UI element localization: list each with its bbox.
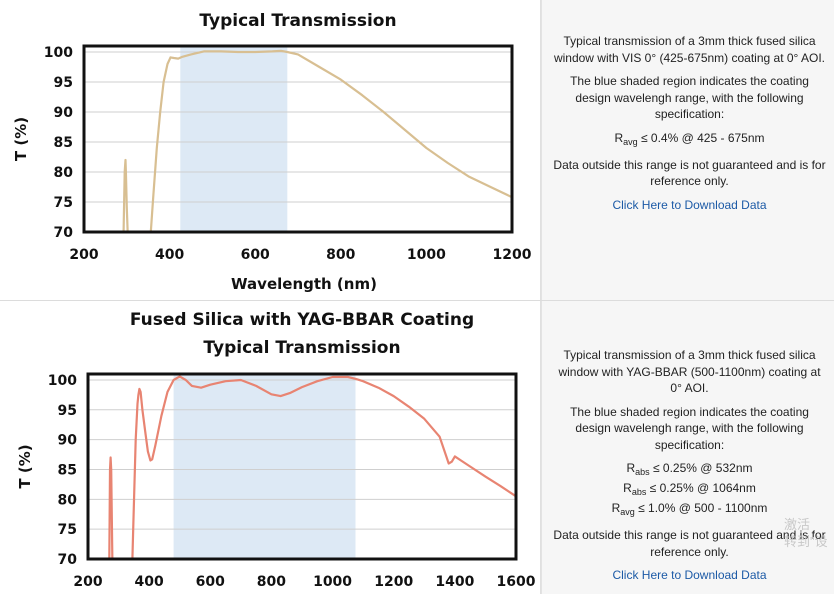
x-tick-label: 200: [73, 574, 102, 590]
y-tick-label: 80: [58, 492, 78, 508]
divider: [540, 0, 541, 300]
x-tick-label: 600: [241, 247, 270, 263]
y-tick-label: 70: [58, 552, 78, 568]
coating-range-shade: [173, 374, 356, 559]
info-panel-2: Typical transmission of a 3mm thick fuse…: [552, 347, 827, 591]
chart-vis-transmission: 70 75 80 85 90 95 100 200 400 600 800 1000 1200 Typic…: [12, 11, 532, 293]
chart-title: Fused Silica with YAG-BBAR Coating: [130, 310, 474, 330]
info-cell-1: [541, 0, 834, 300]
x-tick-label: 200: [69, 247, 98, 263]
info-panel-1: Typical transmission of a 3mm thick fuse…: [552, 33, 827, 220]
description-text: Typical transmission of a 3mm thick fuse…: [553, 34, 826, 65]
x-tick-label: 1000: [313, 574, 352, 590]
plot-frame: [86, 372, 518, 561]
x-tick-label: 1200: [493, 247, 532, 263]
reference-note: Data outside this range is not guarantee…: [553, 157, 826, 189]
y-tick-label: 90: [54, 105, 74, 121]
watermark-line: 转到"设: [784, 534, 828, 549]
x-tick-label: 800: [326, 247, 355, 263]
series-line: [108, 456, 114, 559]
y-tick-label: 100: [48, 373, 77, 389]
spec-item: Rabs ≤ 0.25% @ 532nm: [626, 461, 753, 477]
series-line: [131, 375, 516, 559]
spec-item: Ravg ≤ 0.4% @ 425 - 675nm: [614, 130, 765, 147]
info-cell-2: [541, 301, 834, 594]
y-tick-label: 100: [44, 45, 73, 61]
series-line: [149, 49, 512, 232]
y-tick-label: 95: [58, 403, 77, 419]
chart-yag-bbar-transmission: 70 75 80 85 90 95 100 200 400 600 800 1000 1200 1400 1…: [16, 310, 536, 590]
spec-list: Rabs ≤ 0.25% @ 532nm Rabs ≤ 0.25% @ 1064n…: [552, 460, 827, 520]
shaded-region-text: The blue shaded region indicates the coa…: [570, 404, 809, 452]
chart-cell-1: 70 75 80 85 90 95 100 200 400 600 800 1000 1200 Typic…: [0, 0, 540, 300]
x-tick-label: 600: [196, 574, 225, 590]
divider: [540, 301, 541, 594]
spec-list: Ravg ≤ 0.4% @ 425 - 675nm: [552, 130, 827, 150]
chart-cell-2: 70 75 80 85 90 95 100 200 400 600 800 1000 1200 1400 1…: [0, 301, 540, 594]
os-activation-watermark: 激活 转到"设: [784, 516, 834, 550]
y-tick-label: 70: [54, 225, 74, 241]
x-axis-label: Wavelength (nm): [231, 275, 377, 293]
download-data-link[interactable]: Click Here to Download Data: [612, 197, 767, 212]
y-tick-label: 80: [54, 165, 74, 181]
description-text: Typical transmission of a 3mm thick fuse…: [558, 348, 821, 395]
y-tick-label: 85: [54, 135, 73, 151]
y-tick-label: 75: [54, 195, 73, 211]
plot-frame: [82, 44, 514, 234]
x-tick-label: 1200: [374, 574, 413, 590]
x-tick-label: 1600: [497, 574, 536, 590]
x-tick-label: 1000: [407, 247, 446, 263]
coating-range-shade: [180, 46, 288, 232]
spec-item: Ravg ≤ 1.0% @ 500 - 1100nm: [611, 501, 768, 517]
y-axis-label: T (%): [16, 444, 34, 488]
y-tick-label: 90: [58, 433, 78, 449]
chart-title: Typical Transmission: [199, 11, 396, 31]
chart-title: Typical Transmission: [203, 338, 400, 358]
y-tick-label: 85: [58, 462, 77, 478]
y-tick-label: 95: [54, 75, 73, 91]
spec-item: Rabs ≤ 0.25% @ 1064nm: [623, 481, 756, 497]
shaded-region-text: The blue shaded region indicates the coa…: [570, 74, 809, 121]
x-tick-label: 400: [135, 574, 164, 590]
series-line: [122, 158, 129, 232]
row-vis-coating: 70 75 80 85 90 95 100 200 400 600 800 1000 1200 Typic…: [0, 0, 834, 300]
reference-note: Data outside this range is not guarantee…: [553, 528, 826, 559]
y-tick-label: 75: [58, 522, 77, 538]
x-tick-label: 800: [257, 574, 286, 590]
row-yag-bbar-coating: 70 75 80 85 90 95 100 200 400 600 800 1000 1200 1400 1…: [0, 300, 834, 594]
download-data-link[interactable]: Click Here to Download Data: [612, 568, 767, 582]
x-tick-label: 400: [155, 247, 184, 263]
y-axis-label: T (%): [12, 117, 30, 161]
x-tick-label: 1400: [435, 574, 474, 590]
watermark-line: 激活: [784, 517, 811, 532]
